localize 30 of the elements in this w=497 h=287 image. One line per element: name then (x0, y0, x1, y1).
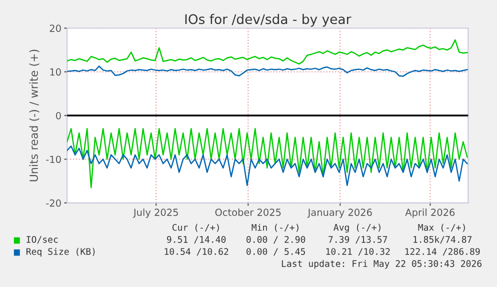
y-tick-label: 20 (50, 24, 61, 32)
text: 7.39 /13.57 (328, 236, 388, 244)
text: 10.54 /10.62 (164, 248, 228, 256)
y-axis-title: Units read (-) / write (+) (29, 50, 40, 182)
line-series (67, 66, 468, 77)
text: 1.85k/74.87 (414, 236, 472, 244)
text: Cur (-/+) (172, 224, 219, 232)
y-tick-label: -20 (46, 199, 61, 207)
text: 122.14 /286.89 (405, 248, 480, 256)
chart-title: IOs for /dev/sda - by year (185, 14, 352, 27)
x-tick-label: October 2025 (215, 208, 281, 216)
line-series (67, 145, 468, 186)
text: 0.00 / 2.90 (246, 236, 306, 244)
y-tick-label: 10 (50, 68, 61, 76)
text: 10.21 /10.32 (326, 248, 390, 256)
y-tick-label: 0 (56, 112, 61, 120)
x-tick-label: January 2026 (307, 208, 372, 218)
text: 0.00 / 5.45 (246, 248, 306, 256)
text: Min (-/+) (252, 224, 298, 232)
line-series (67, 39, 468, 65)
text: Max (-/+) (418, 224, 465, 232)
text: Last update: Fri May 22 05:30:43 2026 (282, 260, 482, 269)
text: Avg (-/+) (334, 224, 380, 233)
x-tick-label: April 2026 (405, 208, 455, 218)
legend-label: Req Size (KB) (26, 248, 95, 257)
legend-label: IO/sec (26, 236, 58, 244)
line-series (67, 128, 468, 188)
x-tick-label: July 2025 (132, 208, 178, 218)
text: 9.51 /14.40 (166, 236, 226, 244)
y-tick-label: -10 (46, 156, 61, 164)
